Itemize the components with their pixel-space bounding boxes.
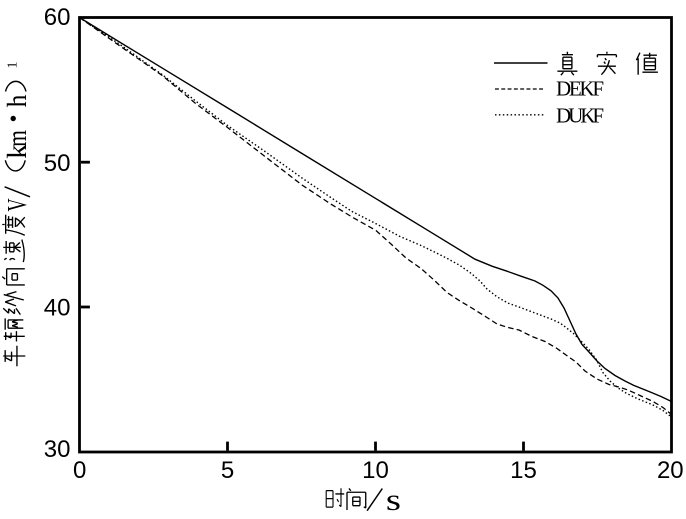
svg-text:DUKF: DUKF bbox=[556, 103, 604, 127]
svg-text:k: k bbox=[3, 143, 32, 159]
svg-text:30: 30 bbox=[44, 436, 71, 463]
svg-text:h: h bbox=[2, 95, 32, 108]
svg-text:60: 60 bbox=[44, 4, 71, 31]
svg-text:15: 15 bbox=[510, 457, 537, 484]
svg-text:m: m bbox=[3, 130, 33, 147]
svg-text:V: V bbox=[3, 198, 32, 211]
svg-text:20: 20 bbox=[657, 457, 684, 484]
svg-text:40: 40 bbox=[44, 295, 71, 322]
svg-text:0: 0 bbox=[73, 457, 86, 484]
svg-text:DEKF: DEKF bbox=[556, 77, 604, 101]
svg-text:10: 10 bbox=[362, 457, 389, 484]
svg-text:1: 1 bbox=[6, 62, 21, 69]
svg-text:s: s bbox=[386, 483, 401, 517]
svg-text:5: 5 bbox=[221, 457, 234, 484]
svg-text:50: 50 bbox=[44, 150, 71, 177]
